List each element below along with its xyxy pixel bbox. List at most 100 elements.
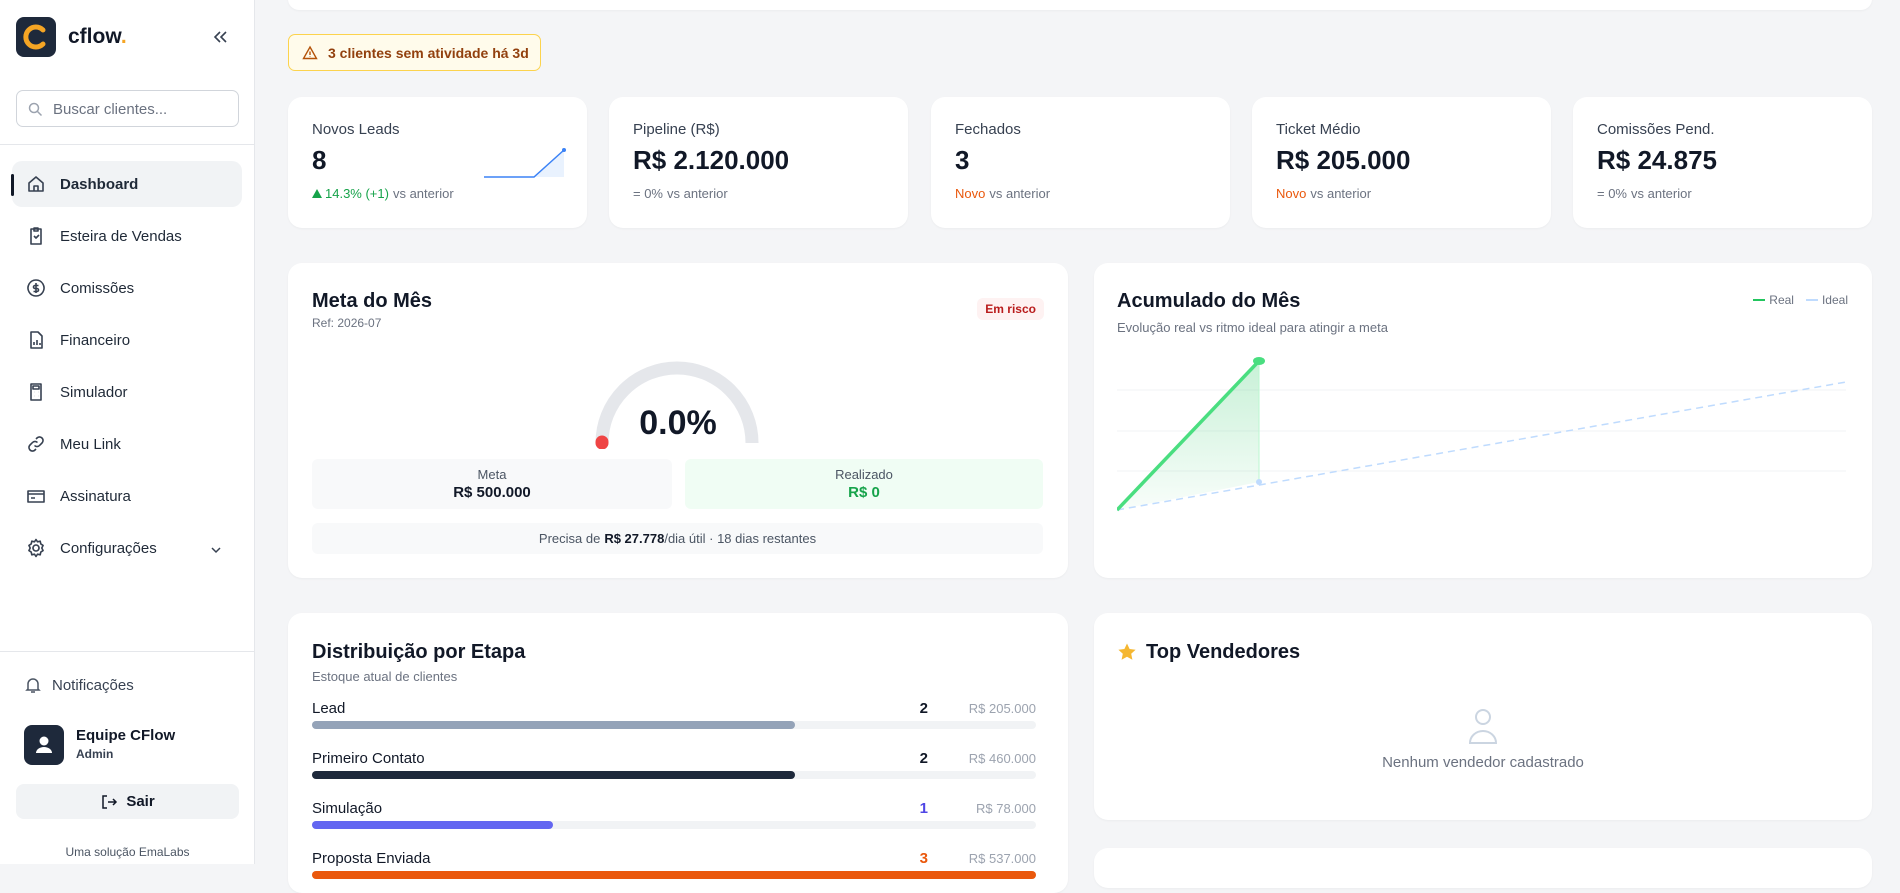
divider (0, 651, 255, 652)
kpi-value: R$ 24.875 (1597, 145, 1717, 175)
top-sellers-title: Top Vendedores (1146, 641, 1301, 663)
achieved-value: R$ 0 (848, 484, 880, 501)
kpi-change: Novo (955, 186, 986, 201)
user-name: Equipe CFlow (76, 727, 176, 744)
stage-value: R$ 78.000 (976, 801, 1036, 816)
goal-note: Precisa de R$ 27.778/dia útil · 18 dias r… (312, 523, 1043, 554)
alert-banner[interactable]: 3 clientes sem atividade há 3d (288, 34, 541, 71)
nav-label: Simulador (60, 383, 128, 401)
nav-item[interactable]: Assinatura (12, 473, 242, 519)
kpi-value: R$ 205.000 (1276, 145, 1411, 175)
search-icon (28, 102, 43, 117)
nav-item[interactable]: Simulador (12, 369, 242, 415)
gauge (595, 361, 759, 449)
stage-bar (312, 771, 795, 779)
stage-bar (312, 821, 554, 829)
goal-title: Meta do Mês (312, 290, 433, 312)
nav-item[interactable]: Meu Link (12, 421, 242, 467)
kpi-sub: Novo vs anterior (955, 186, 1050, 201)
target-box: Meta R$ 500.000 (312, 459, 672, 509)
nav-label: Esteira de Vendas (60, 227, 182, 245)
stage-name: Lead (312, 700, 346, 717)
note-prefix: Precisa de (538, 531, 601, 546)
logo (16, 17, 56, 57)
achieved-box: Realizado R$ 0 (685, 459, 1043, 509)
kpi-card: Pipeline (R$) R$ 2.120.000 = 0% vs anterior (609, 97, 908, 228)
stage-value: R$ 460.000 (968, 751, 1036, 766)
avatar-icon (36, 736, 52, 753)
stage-name: Proposta Enviada (312, 850, 431, 867)
divider (0, 144, 255, 145)
notifications-label: Notificações (52, 676, 134, 694)
stage-name: Simulação (312, 800, 383, 817)
expand-icon (211, 547, 221, 554)
note-amount: R$ 27.778 (604, 531, 665, 546)
kpi-label: Fechados (955, 121, 1021, 138)
sidebar: cflow. Buscar clientes... Dashboard Estei… (0, 0, 255, 864)
accumulated-subtitle: Evolução real vs ritmo ideal para atingi… (1117, 320, 1388, 335)
kpi-sub: 14.3% (+1) vs anterior (312, 186, 454, 201)
stage-name: Primeiro Contato (312, 750, 425, 767)
brand-name: cflow (68, 25, 121, 48)
note-suffix: /dia útil · 18 dias restantes (664, 531, 817, 546)
avatar (24, 725, 64, 765)
nav-icon (30, 331, 43, 349)
kpi-card: Fechados 3 Novo vs anterior (931, 97, 1230, 228)
sidebar-footer: Uma solução EmaLabs (65, 845, 190, 859)
search-placeholder: Buscar clientes... (53, 101, 168, 118)
stage-count: 1 (919, 800, 928, 817)
nav-item[interactable]: Financeiro (12, 317, 242, 363)
nav-icon (28, 176, 44, 192)
nav-icon (30, 383, 42, 401)
accumulated-title: Acumulado do Mês (1117, 290, 1301, 312)
kpi-change: 14.3% (+1) (325, 186, 389, 201)
kpi-change: = 0% (1597, 186, 1627, 201)
kpi-change: Novo (1276, 186, 1307, 201)
nav-icon (27, 490, 45, 503)
search-box[interactable]: Buscar clientes... (16, 90, 239, 127)
stage-bar (312, 871, 1036, 879)
collapse-button[interactable] (211, 28, 229, 46)
stage-value: R$ 537.000 (968, 851, 1036, 866)
nav-label: Dashboard (60, 175, 139, 193)
status-badge: Em risco (977, 298, 1044, 320)
kpi-card: Comissões Pend. R$ 24.875 = 0% vs anterior (1573, 97, 1872, 228)
accumulated-card: Acumulado do Mês Evolução real vs ritmo … (1094, 263, 1872, 578)
legend-entry: Real (1769, 293, 1794, 307)
stage-count: 2 (919, 750, 928, 767)
legend-swatch (1805, 299, 1818, 301)
kpi-value: R$ 2.120.000 (633, 145, 790, 175)
empty-state: Nenhum vendedor cadastrado (1382, 754, 1584, 771)
kpi-suffix: vs anterior (667, 186, 728, 201)
kpi-change: = 0% (633, 186, 663, 201)
achieved-label: Realizado (835, 467, 893, 482)
distribution-card: Distribuição por Etapa Estoque atual de … (288, 613, 1068, 893)
logout-button[interactable]: Sair (16, 784, 239, 819)
nav-item[interactable]: Configurações (12, 525, 242, 571)
kpi-card: Ticket Médio R$ 205.000 Novo vs anterior (1252, 97, 1551, 228)
distribution-subtitle: Estoque atual de clientes (312, 669, 458, 684)
logout-icon (102, 794, 118, 809)
nav-item[interactable]: Esteira de Vendas (12, 213, 242, 259)
nav-item[interactable]: Dashboard (11, 161, 242, 207)
kpi-suffix: vs anterior (1310, 186, 1372, 201)
goal-percent: 0.0% (639, 404, 717, 442)
nav-label: Comissões (60, 279, 135, 297)
target-label: Meta (477, 467, 507, 482)
brand-dot: . (120, 25, 127, 48)
nav-label: Meu Link (60, 435, 121, 453)
stage-track (312, 821, 1036, 829)
stage-count: 2 (919, 700, 928, 717)
notifications[interactable]: Notificações (24, 676, 134, 694)
nav-icon (30, 227, 42, 245)
nav-item[interactable]: Comissões (12, 265, 242, 311)
legend-swatch (1753, 299, 1766, 301)
nav-icon (28, 436, 44, 452)
nav-label: Financeiro (60, 331, 131, 349)
goal-ref: Ref: 2026-07 (312, 316, 382, 330)
kpi-suffix: vs anterior (1631, 186, 1692, 201)
kpi-sub: = 0% vs anterior (633, 186, 728, 201)
star-icon (1118, 643, 1136, 660)
kpi-label: Ticket Médio (1276, 121, 1361, 138)
sparkline (484, 148, 566, 178)
